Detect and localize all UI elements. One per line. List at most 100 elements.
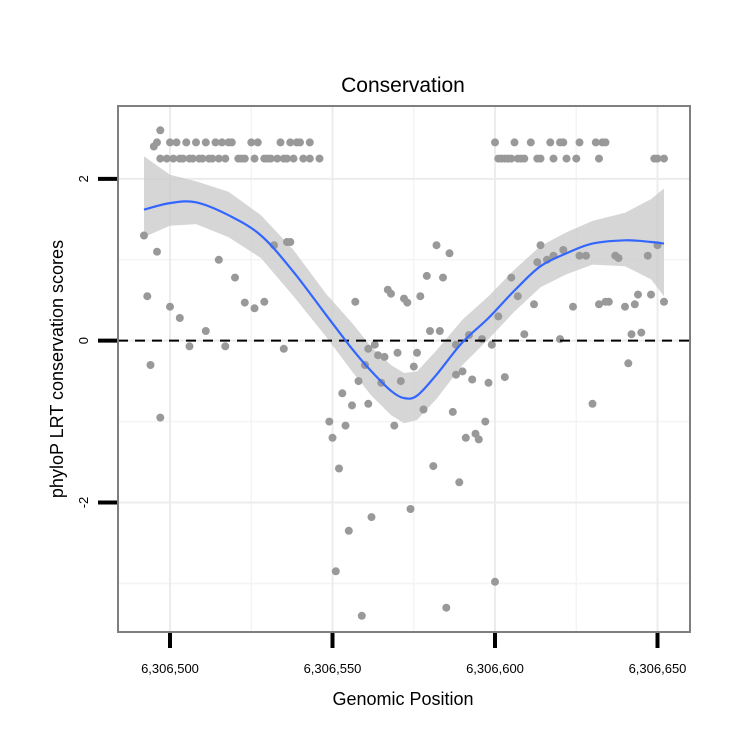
data-point <box>455 478 464 487</box>
data-point <box>289 154 298 163</box>
data-point <box>468 375 477 384</box>
data-point <box>536 241 545 250</box>
data-point <box>604 297 613 306</box>
data-point <box>344 526 353 535</box>
x-axis-title: Genomic Position <box>332 689 473 709</box>
data-point <box>481 417 490 426</box>
data-point <box>172 138 181 147</box>
data-point <box>227 138 236 147</box>
data-point <box>296 138 304 147</box>
data-point <box>533 258 542 267</box>
data-point <box>364 399 373 408</box>
data-point <box>162 154 171 163</box>
data-point <box>582 251 590 260</box>
axis-layer: 6,306,500 6,306,550 6,306,600 6,306,650 2 0 -2 <box>76 175 686 676</box>
data-point <box>500 373 509 382</box>
data-point <box>276 138 285 147</box>
data-point <box>214 255 223 264</box>
data-point <box>166 302 174 311</box>
data-point <box>559 246 568 254</box>
data-point <box>266 154 275 163</box>
data-point <box>179 154 187 163</box>
data-point <box>526 138 535 147</box>
x-tick-label: 6,306,650 <box>629 661 687 676</box>
data-point <box>419 405 428 414</box>
data-point <box>357 611 366 620</box>
data-point <box>156 154 165 163</box>
data-point <box>445 249 454 258</box>
data-point <box>396 377 405 386</box>
x-tick-label: 6,306,500 <box>141 661 199 676</box>
data-point <box>247 138 256 147</box>
data-point <box>572 154 581 163</box>
data-point <box>240 298 249 307</box>
data-point <box>624 359 633 368</box>
data-point <box>660 154 668 163</box>
data-point <box>458 367 467 376</box>
data-point <box>595 300 603 309</box>
data-point <box>520 154 529 163</box>
data-point <box>283 154 291 163</box>
data-point <box>422 271 431 280</box>
data-point <box>279 344 288 353</box>
data-point <box>305 154 314 163</box>
x-tick-label: 6,306,550 <box>304 661 362 676</box>
plot-border <box>117 105 691 633</box>
smooth-fit-line <box>143 200 665 400</box>
data-point <box>335 464 343 473</box>
data-point <box>253 138 262 147</box>
data-point <box>403 298 412 307</box>
data-point <box>601 138 610 147</box>
data-point <box>406 505 415 513</box>
y-tick-label: 2 <box>76 175 91 182</box>
data-point <box>250 304 259 313</box>
data-point <box>299 154 308 163</box>
data-point <box>325 417 334 426</box>
data-point <box>185 342 194 351</box>
data-point <box>380 352 389 361</box>
major-gridlines <box>118 106 690 632</box>
data-point <box>510 138 519 147</box>
data-point <box>448 407 457 416</box>
x-tick-label: 6,306,600 <box>466 661 524 676</box>
data-point <box>182 138 191 147</box>
y-axis-title: phyloP LRT conservation scores <box>47 240 67 498</box>
data-point <box>520 330 529 339</box>
data-points-layer <box>140 126 668 620</box>
data-point <box>442 603 451 612</box>
data-point <box>575 251 584 260</box>
data-point <box>286 138 295 147</box>
data-point <box>630 300 639 309</box>
data-point <box>218 138 226 147</box>
data-point <box>507 273 516 282</box>
data-point <box>156 126 165 135</box>
data-point <box>390 421 399 430</box>
data-point <box>494 312 503 321</box>
confidence-band-layer <box>144 156 664 424</box>
data-point <box>478 335 486 344</box>
data-point <box>175 314 184 322</box>
data-point <box>201 138 210 147</box>
data-point <box>569 302 577 311</box>
data-point <box>198 154 207 163</box>
data-point <box>660 297 668 306</box>
data-point <box>559 138 568 147</box>
data-point <box>439 273 447 282</box>
data-point <box>221 342 230 351</box>
data-point <box>429 462 438 471</box>
data-point <box>487 340 496 349</box>
data-point <box>556 335 564 344</box>
y-tick-label: 0 <box>76 337 91 344</box>
data-point <box>474 435 483 444</box>
data-point <box>364 344 373 353</box>
data-point <box>370 340 379 349</box>
data-point <box>409 362 418 371</box>
data-point <box>338 389 347 398</box>
data-point <box>169 154 178 163</box>
data-point <box>588 399 597 408</box>
data-point <box>214 154 223 163</box>
data-point <box>647 290 655 299</box>
data-point <box>260 297 269 306</box>
data-point <box>549 154 558 163</box>
